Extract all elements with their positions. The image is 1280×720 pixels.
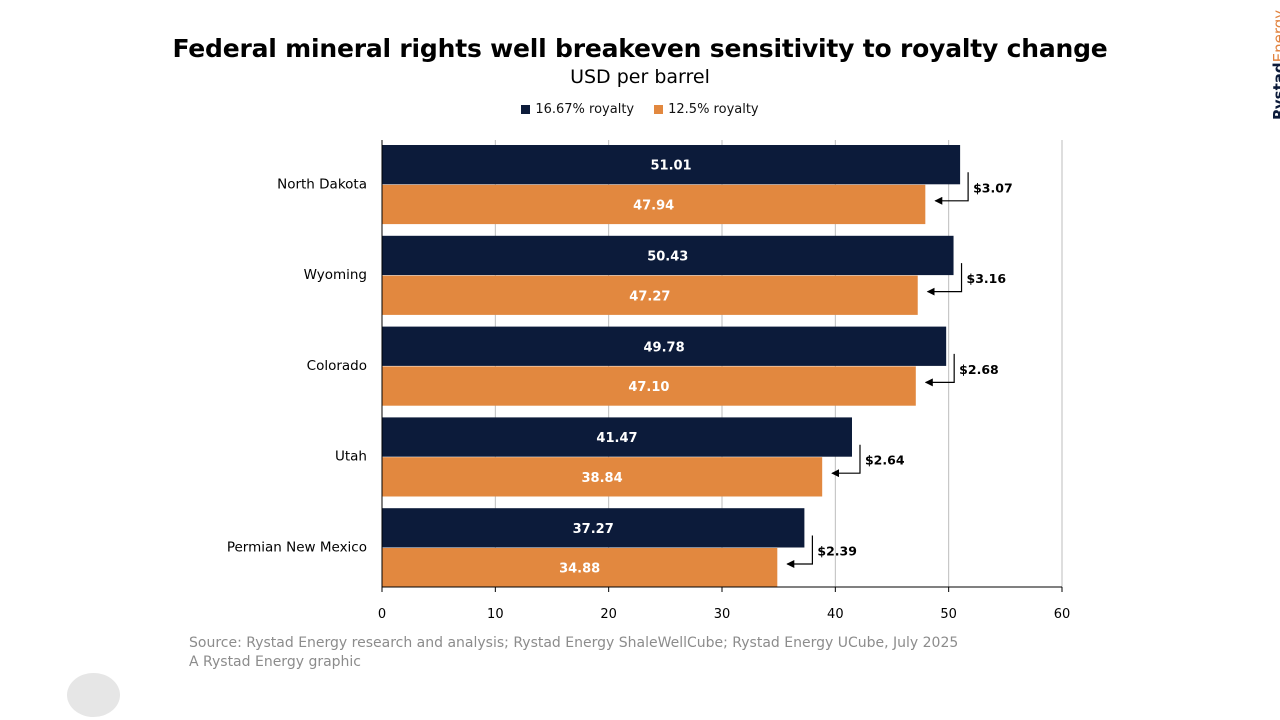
category-label: Colorado — [307, 358, 367, 374]
x-tick-label: 0 — [378, 607, 386, 622]
bar-series2 — [382, 548, 778, 588]
legend-swatch-series1 — [521, 105, 531, 114]
legend-label-series1: 16.67% royalty — [535, 102, 635, 117]
annotations: $3.07 $3.16 $2.68 $2.64 $2.39 — [786, 172, 1013, 568]
data-label-series2: 47.10 — [628, 380, 669, 395]
source-note: Source: Rystad Energy research and analy… — [189, 634, 958, 672]
bar-series2 — [382, 184, 926, 225]
axes: 0 10 20 30 40 50 60 North Dakota Wyoming Colorado… — [227, 140, 1070, 622]
x-tick-label: 20 — [600, 607, 617, 622]
bar-series2 — [382, 457, 823, 497]
data-label-series1: 41.47 — [596, 431, 637, 446]
data-label-series2: 34.88 — [559, 562, 600, 577]
category-label: Wyoming — [304, 267, 367, 283]
bar-series1 — [382, 417, 852, 457]
bar-series2 — [382, 366, 916, 406]
data-label-series2: 38.84 — [582, 471, 623, 486]
credit-line: A Rystad Energy graphic — [189, 654, 362, 670]
x-tick-label: 50 — [940, 607, 957, 622]
bar-series2 — [382, 275, 918, 315]
source-line: Source: Rystad Energy research and analy… — [189, 635, 959, 651]
difference-arrow — [831, 444, 861, 478]
bars — [382, 145, 961, 588]
difference-label: $3.07 — [973, 180, 1013, 195]
bar-series1 — [382, 508, 805, 548]
bar-series1 — [382, 235, 954, 276]
legend: 16.67% royalty 12.5% royalty — [0, 102, 1280, 117]
decorative-circle — [67, 673, 120, 717]
x-tick-label: 30 — [714, 607, 731, 622]
category-label: North Dakota — [277, 176, 367, 192]
data-label-series1: 50.43 — [647, 249, 688, 264]
legend-label-series2: 12.5% royalty — [668, 102, 759, 117]
difference-label: $2.68 — [959, 362, 999, 377]
legend-item-series1: 16.67% royalty — [521, 102, 634, 117]
bar-series1 — [382, 326, 947, 366]
difference-arrow — [786, 535, 813, 568]
difference-label: $3.16 — [967, 271, 1007, 286]
x-tick-label: 60 — [1054, 607, 1071, 622]
difference-label: $2.39 — [817, 544, 857, 559]
legend-item-series2: 12.5% royalty — [654, 102, 759, 117]
difference-label: $2.64 — [865, 453, 905, 468]
category-label: Permian New Mexico — [227, 540, 367, 556]
data-label-series2: 47.94 — [633, 198, 674, 213]
data-label-series2: 47.27 — [629, 289, 670, 304]
x-tick-label: 10 — [487, 607, 504, 622]
x-tick-label: 40 — [827, 607, 844, 622]
data-label-series1: 51.01 — [650, 159, 691, 174]
difference-arrow — [934, 172, 969, 205]
data-label-series1: 37.27 — [573, 522, 614, 537]
category-label: Utah — [335, 449, 367, 465]
difference-arrow — [926, 263, 963, 296]
legend-swatch-series2 — [654, 105, 664, 114]
chart-subtitle: USD per barrel — [570, 66, 710, 88]
chart-title: Federal mineral rights well breakeven se… — [172, 34, 1108, 63]
data-labels: 51.01 47.94 50.43 47.27 49.78 47.10 41.47 38.84… — [559, 159, 692, 577]
difference-arrow — [924, 353, 955, 387]
data-label-series1: 49.78 — [644, 340, 685, 355]
bar-series1 — [382, 145, 961, 185]
